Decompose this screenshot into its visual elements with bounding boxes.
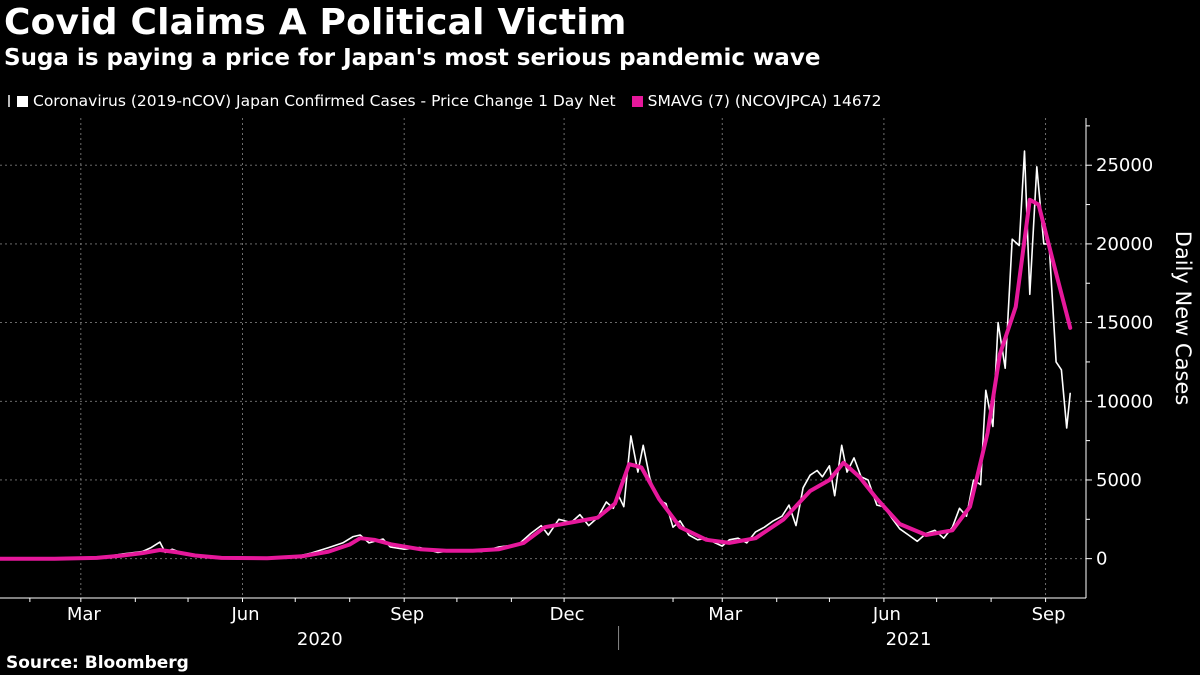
x-tick-label: Sep	[1032, 604, 1066, 625]
series-line-moving-average	[0, 197, 1073, 561]
legend-swatch-average	[631, 95, 643, 107]
x-year-label: 2020	[297, 629, 343, 650]
y-tick-label: 10000	[1096, 391, 1153, 412]
legend-swatch-daily	[17, 95, 28, 107]
series-line-daily-cases	[0, 150, 1071, 560]
legend: Coronavirus (2019-nCOV) Japan Confirmed …	[8, 92, 897, 110]
x-tick-label: Mar	[67, 604, 102, 625]
y-tick-label: 15000	[1096, 313, 1153, 334]
x-year-label: 2021	[886, 629, 932, 650]
y-tick-label: 5000	[1096, 470, 1142, 491]
x-tick-label: Jun	[230, 604, 259, 625]
x-tick-label: Jun	[872, 604, 901, 625]
legend-item-daily-cases: Coronavirus (2019-nCOV) Japan Confirmed …	[8, 92, 616, 110]
y-tick-label: 20000	[1096, 234, 1153, 255]
legend-marker-icon	[8, 95, 14, 107]
x-tick-label: Sep	[390, 604, 424, 625]
legend-item-moving-average: SMAVG (7) (NCOVJPCA) 14672	[631, 92, 882, 110]
x-tick-label: Mar	[708, 604, 743, 625]
chart-title: Covid Claims A Political Victim	[4, 2, 627, 43]
y-axis-title: Daily New Cases	[1171, 231, 1195, 406]
legend-label-daily: Coronavirus (2019-nCOV) Japan Confirmed …	[33, 92, 616, 110]
chart-subtitle: Suga is paying a price for Japan's most …	[4, 45, 821, 71]
source-note: Source: Bloomberg	[6, 653, 189, 673]
legend-label-average: SMAVG (7) (NCOVJPCA) 14672	[647, 92, 882, 110]
y-tick-label: 25000	[1096, 155, 1153, 176]
x-tick-label: Dec	[550, 604, 585, 625]
y-tick-label: 0	[1096, 549, 1107, 570]
